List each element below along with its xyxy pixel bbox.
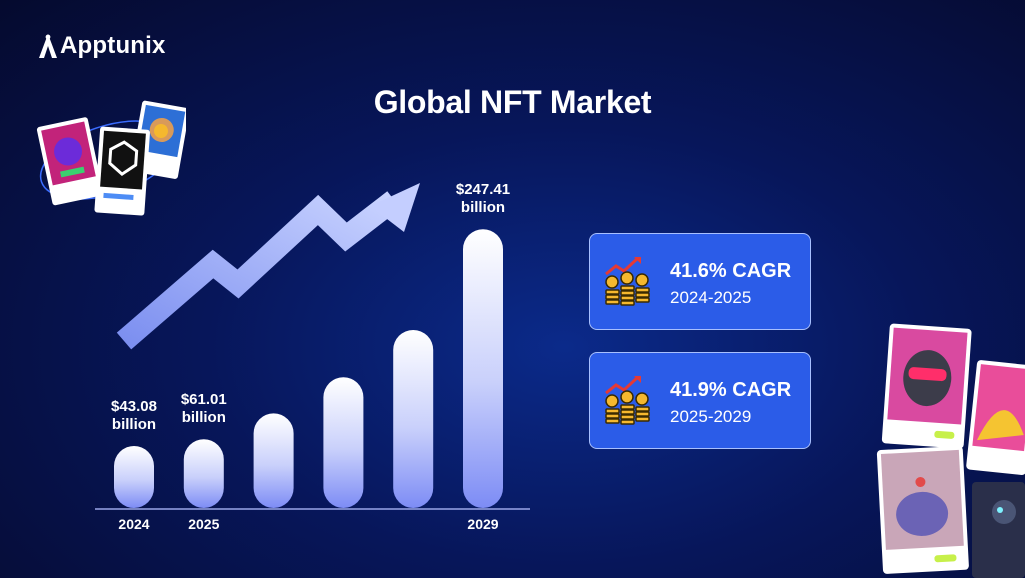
page-title: Global NFT Market <box>373 84 652 120</box>
cagr-period: 2025-2029 <box>670 407 752 426</box>
nft-cards-illustration <box>36 100 186 216</box>
brand-logo: Apptunix <box>38 32 166 60</box>
value-label-amount: $43.08 <box>111 398 157 415</box>
bar-2028 <box>393 329 434 508</box>
brand-name: Apptunix <box>60 32 166 59</box>
value-label: $247.41 billion <box>428 181 538 217</box>
value-label-unit: billion <box>111 416 157 433</box>
cagr-card-1: 41.6% CAGR 2024-2025 <box>589 233 811 330</box>
nft-collectibles-illustration <box>876 323 1025 578</box>
x-tick-label: 2024 <box>118 516 150 532</box>
x-tick-label: 2029 <box>467 516 499 532</box>
cagr-card-2: 41.9% CAGR 2025-2029 <box>589 352 811 449</box>
apptunix-logo-icon <box>39 34 57 58</box>
cagr-rate: 41.9% CAGR <box>670 379 792 401</box>
bar-2029 <box>463 229 503 508</box>
value-label-unit: billion <box>460 199 506 217</box>
bar-2026 <box>253 413 294 508</box>
coins-growth-icon <box>605 256 650 306</box>
value-label: $43.08 billion <box>79 398 189 434</box>
trend-arrow-head <box>370 183 420 232</box>
value-label-unit: billion <box>181 409 226 427</box>
coins-growth-icon <box>605 375 650 425</box>
value-label-amount: $247.41 <box>455 181 511 199</box>
x-tick-label: 2025 <box>188 516 220 532</box>
value-label-amount: $61.01 <box>180 391 227 409</box>
cagr-period: 2024-2025 <box>670 288 752 307</box>
bar-2025 <box>183 439 224 508</box>
trend-arrow-line <box>116 191 401 350</box>
value-label: $61.01 billion <box>149 391 259 427</box>
bar-2024 <box>114 446 154 508</box>
cagr-rate: 41.6% CAGR <box>670 260 792 282</box>
bar-2027 <box>323 377 364 508</box>
